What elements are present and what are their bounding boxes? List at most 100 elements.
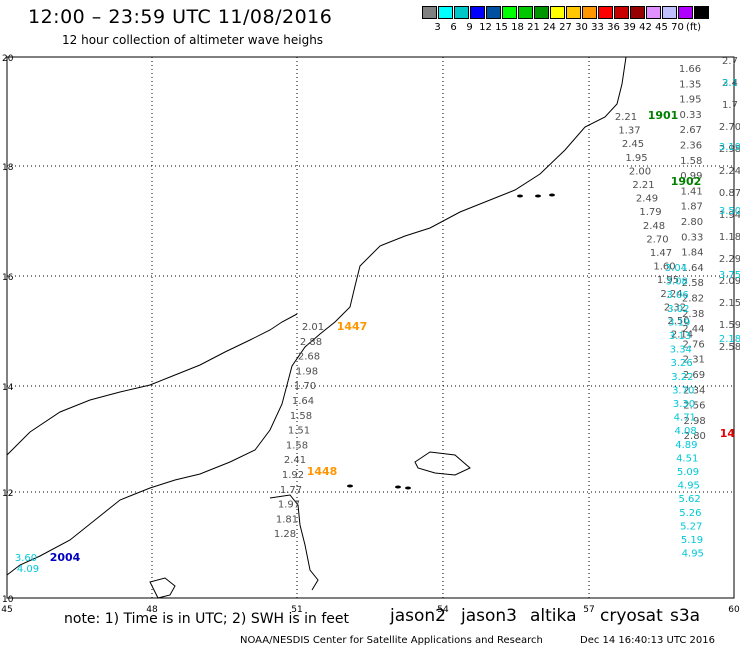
wave-height-value: 2.32 <box>664 302 686 313</box>
scale-swatch <box>614 6 629 19</box>
y-tick-label: 12 <box>2 489 13 499</box>
satellite-legend-cryosat: cryosat <box>600 606 663 626</box>
scale-label: 39 <box>623 22 636 33</box>
satellite-legend-altika: altika <box>530 606 577 626</box>
islet <box>405 486 411 490</box>
scale-label: 6 <box>450 22 457 33</box>
wave-height-value: 2.45 <box>622 139 644 150</box>
wave-height-value: 1.60 <box>653 262 675 273</box>
track-label: 1447 <box>337 320 368 333</box>
scale-swatch <box>470 6 485 19</box>
island-outline <box>149 577 176 599</box>
x-tick-label: 57 <box>583 605 594 615</box>
wave-height-value: 2.70 <box>719 122 740 133</box>
wave-height-value: 3.19 <box>719 142 740 153</box>
wave-height-value: 4.08 <box>674 426 696 437</box>
wave-height-value: 1.81 <box>276 514 298 525</box>
scale-swatch <box>422 6 437 19</box>
wave-height-value: 3.22 <box>671 372 693 383</box>
islet <box>535 194 541 198</box>
wave-height-value: 2.50 <box>667 316 689 327</box>
wave-height-value: 5.26 <box>679 508 701 519</box>
wave-height-value: 1.58 <box>286 440 308 451</box>
wave-height-value: 3.70 <box>672 385 694 396</box>
wave-height-value: 4.51 <box>676 453 698 464</box>
wave-height-value: 2.69 <box>683 370 705 381</box>
wave-height-value: 0.33 <box>679 110 701 121</box>
wave-height-value: 1.37 <box>618 126 640 137</box>
wave-height-value: 2.88 <box>300 337 322 348</box>
satellite-legend-jason3: jason3 <box>461 606 517 626</box>
satellite-legend-s3a: s3a <box>670 606 701 626</box>
wave-height-value: 1.94 <box>719 210 740 221</box>
wave-height-value: 3.08 <box>666 277 688 288</box>
scale-label: 15 <box>495 22 508 33</box>
wave-height-value: 1.77 <box>280 485 302 496</box>
wave-height-value: 1.58 <box>290 411 312 422</box>
wave-height-value: 2.98 <box>683 416 705 427</box>
y-tick-label: 18 <box>2 163 14 173</box>
wave-height-value: 2.76 <box>682 339 704 350</box>
islet <box>549 193 555 197</box>
scale-swatch <box>502 6 517 19</box>
wave-height-value: 2.4 <box>722 78 738 89</box>
scale-label: 30 <box>575 22 588 33</box>
wave-height-value: 4.95 <box>682 549 704 560</box>
wave-height-value: 14 <box>720 427 736 440</box>
wave-height-value: 1.58 <box>680 156 702 167</box>
wave-height-value: 2.01 <box>302 322 324 333</box>
wave-height-value: 1.59 <box>719 320 740 331</box>
wave-height-value: 1.87 <box>681 202 703 213</box>
wave-height-value: 1.47 <box>650 248 672 259</box>
scale-swatch <box>662 6 677 19</box>
x-tick-label: 48 <box>146 605 158 615</box>
scale-swatch <box>630 6 645 19</box>
scale-swatch <box>566 6 581 19</box>
wave-height-value: 3.02 <box>667 304 689 315</box>
wave-height-value: 2.15 <box>719 298 740 309</box>
wave-height-value: 1.51 <box>288 426 310 437</box>
scale-swatch <box>550 6 565 19</box>
y-tick-label: 16 <box>2 273 14 283</box>
x-tick-label: 60 <box>728 605 740 615</box>
wave-height-value: 2.80 <box>684 431 706 442</box>
x-tick-label: 51 <box>291 605 302 615</box>
scale-swatch <box>678 6 693 19</box>
wave-height-value: 2.21 <box>615 112 637 123</box>
credit-text: NOAA/NESDIS Center for Satellite Applica… <box>240 635 543 646</box>
wave-height-value: 1.97 <box>278 500 300 511</box>
wave-height-value: 2.31 <box>683 355 705 366</box>
footer-note: note: 1) Time is in UTC; 2) SWH is in fe… <box>64 611 350 627</box>
wave-height-value: 2.98 <box>719 144 740 155</box>
chart-title: 12:00 – 23:59 UTC 11/08/2016 <box>28 6 333 28</box>
wave-height-value: 2.21 <box>632 180 654 191</box>
wave-height-value: 2.24 <box>719 166 740 177</box>
x-tick-label: 45 <box>1 605 12 615</box>
wave-height-value: 2.41 <box>284 455 306 466</box>
scale-label: 12 <box>479 22 492 33</box>
scale-label: 42 <box>639 22 652 33</box>
wave-height-value: 2.09 <box>719 276 740 287</box>
wave-height-value: 2.44 <box>682 324 704 335</box>
wave-height-value: 3.04 <box>665 263 687 274</box>
wave-height-value: 3.26 <box>670 358 692 369</box>
wave-height-value: 2.80 <box>681 217 703 228</box>
island-outline <box>414 451 471 476</box>
islet <box>347 484 353 488</box>
wave-height-value: 2.56 <box>683 401 705 412</box>
y-tick-label: 20 <box>2 54 14 64</box>
wave-height-value: 1.18 <box>719 232 740 243</box>
wave-height-value: 2.29 <box>719 254 740 265</box>
wave-height-value: 3.19 <box>668 317 690 328</box>
wave-height-value: 1.95 <box>679 95 701 106</box>
coastline <box>269 494 319 591</box>
islet <box>395 485 401 489</box>
wave-height-value: 1.64 <box>681 263 703 274</box>
wave-height-value: 5.27 <box>680 521 702 532</box>
wave-height-value: 0.87 <box>719 188 740 199</box>
x-tick-label: 54 <box>437 605 449 615</box>
scale-swatch <box>598 6 613 19</box>
wave-height-value: 5.19 <box>681 535 703 546</box>
wave-height-value: 3.34 <box>670 345 692 356</box>
